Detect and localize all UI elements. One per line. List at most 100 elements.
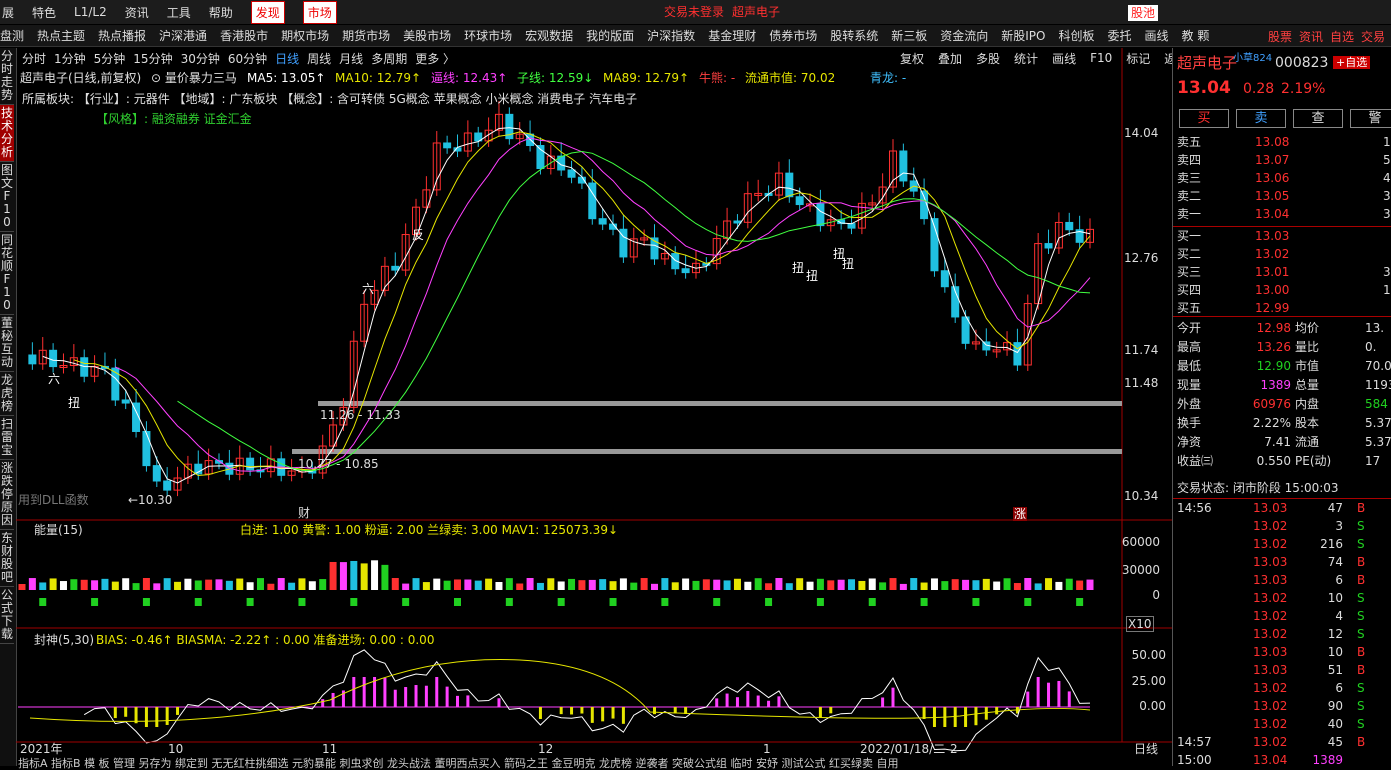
vol-bar <box>765 598 773 606</box>
vol-bar <box>246 582 254 590</box>
vol-bar <box>640 578 648 590</box>
period[interactable]: 5分钟 <box>93 51 126 66</box>
trade-side: B <box>1357 663 1366 677</box>
nav-item[interactable]: 基金理财 <box>708 29 757 43</box>
nav-item[interactable]: 美股市场 <box>403 29 452 43</box>
book-vol: 3 <box>1383 207 1391 221</box>
menu-item[interactable]: 发现 <box>250 0 285 24</box>
vol-bar <box>879 582 887 590</box>
nav-item[interactable]: 环球市场 <box>464 29 513 43</box>
trade-button[interactable]: 买 <box>1179 109 1229 128</box>
nav-item[interactable]: 热点播报 <box>98 29 147 43</box>
trade-button[interactable]: 卖 <box>1236 109 1286 128</box>
period[interactable]: 月线 <box>339 51 364 66</box>
tool[interactable]: 统计 <box>1014 51 1039 66</box>
candle <box>743 193 752 223</box>
trade-price: 13.04 <box>1253 753 1288 767</box>
left-tab[interactable]: 技术分析 <box>0 105 14 162</box>
candle <box>816 203 825 227</box>
period[interactable]: 1分钟 <box>54 51 86 66</box>
period[interactable]: 更多 〉 <box>415 51 456 66</box>
vol-bar <box>702 579 710 590</box>
period[interactable]: 日线 <box>275 51 300 66</box>
nav-item[interactable]: 债券市场 <box>769 29 818 43</box>
vol-bar <box>910 578 918 590</box>
bias-line <box>83 649 1091 752</box>
menu-item[interactable]: 帮助 <box>208 5 233 20</box>
left-tab[interactable]: 公式下载 <box>0 587 14 644</box>
trade-vol: 10 <box>1327 645 1343 659</box>
vol-bar <box>402 598 410 606</box>
nav-item[interactable]: 科创板 <box>1058 29 1095 43</box>
nav-item[interactable]: 盘测 <box>0 29 25 43</box>
menu-item[interactable]: 特色 <box>32 5 57 20</box>
left-tab[interactable]: 龙虎榜 <box>0 372 14 416</box>
nav-item[interactable]: 新股IPO <box>1001 29 1046 43</box>
vol-bar <box>568 578 576 590</box>
menu-item[interactable]: 市场 <box>302 0 337 24</box>
add-watch[interactable]: +自选 <box>1333 56 1371 69</box>
left-tab[interactable]: 图文F10 <box>0 162 14 232</box>
period[interactable]: 分时 <box>22 51 47 66</box>
tool[interactable]: 标记 <box>1126 51 1151 66</box>
nav-item[interactable]: 画线 <box>1144 29 1169 43</box>
sector-line: 所属板块: 【行业】: 元器件 【地域】: 广东板块 【概念】: 含可转债 5G… <box>22 92 638 106</box>
left-tab[interactable]: 同花顺F10 <box>0 232 14 315</box>
book-price: 12.99 <box>1255 301 1290 315</box>
period[interactable]: 15分钟 <box>133 51 173 66</box>
nav-item[interactable]: 委托 <box>1107 29 1132 43</box>
nav-item[interactable]: 沪深指数 <box>647 29 696 43</box>
tool[interactable]: 画线 <box>1052 51 1077 66</box>
book-price: 13.05 <box>1255 189 1290 203</box>
nav-item[interactable]: 教 颗 <box>1181 29 1210 43</box>
nav-item[interactable]: 香港股市 <box>220 29 269 43</box>
nav-item[interactable]: 宏观数据 <box>525 29 574 43</box>
nav-item[interactable]: 沪深港通 <box>159 29 208 43</box>
period[interactable]: 30分钟 <box>180 51 220 66</box>
left-tab[interactable]: 扫雷宝 <box>0 416 14 460</box>
left-tab[interactable]: 董秘互动 <box>0 315 14 372</box>
menu-item[interactable]: L1/L2 <box>74 5 107 19</box>
zone-label: 11.26 - 11.33 <box>320 408 401 422</box>
quote-panel: 超声电子 小草824 000823 +自选 13.04 0.28 2.19% 买卖查警卖五 13… <box>1172 48 1391 766</box>
stat-value: 13. <box>1365 321 1385 335</box>
nav-item[interactable]: 热点主题 <box>37 29 86 43</box>
vol-bar <box>899 583 907 590</box>
tool[interactable]: 复权 <box>900 51 925 66</box>
vol-bar <box>599 579 607 590</box>
indicator: 逼线: 12.43↑ <box>431 71 508 85</box>
book-price: 13.03 <box>1255 229 1290 243</box>
nav-item[interactable]: 资金流向 <box>940 29 989 43</box>
nav-item[interactable]: 我的版面 <box>586 29 635 43</box>
menu-item[interactable]: 资讯 <box>124 5 149 20</box>
nav-item[interactable]: 股转系统 <box>830 29 879 43</box>
vol-bar <box>132 583 140 590</box>
period[interactable]: 多周期 <box>371 51 408 66</box>
nav-item[interactable]: 新三板 <box>891 29 928 43</box>
stat-label: 最高 <box>1177 340 1202 354</box>
period[interactable]: 周线 <box>307 51 332 66</box>
menu-item[interactable]: 展 <box>2 5 15 20</box>
tool[interactable]: 叠加 <box>938 51 963 66</box>
nav-item[interactable]: 期权市场 <box>281 29 330 43</box>
vol-bar <box>1024 598 1032 606</box>
left-tab[interactable]: 东财股吧 <box>0 530 14 587</box>
book-price: 13.08 <box>1255 135 1290 149</box>
tool[interactable]: 多股 <box>976 51 1001 66</box>
left-tab[interactable]: 涨跌停原因 <box>0 460 14 530</box>
vol-bar <box>402 583 410 590</box>
stat-label: 流通 <box>1295 435 1320 449</box>
vol-bar <box>723 580 731 590</box>
stock-pool: 股池 <box>1128 5 1159 21</box>
tool[interactable]: F10 <box>1090 51 1113 65</box>
vol-bar <box>142 578 150 590</box>
nav-item[interactable]: 期货市场 <box>342 29 391 43</box>
trade-button[interactable]: 查 <box>1293 109 1343 128</box>
left-tab[interactable]: 分时走势 <box>0 48 14 105</box>
vol-bar <box>464 579 472 590</box>
menu-item[interactable]: 工具 <box>166 5 191 20</box>
vol-bar <box>848 579 856 590</box>
period[interactable]: 60分钟 <box>227 51 268 66</box>
trade-vol: 12 <box>1327 627 1343 641</box>
trade-button[interactable]: 警 <box>1350 109 1391 128</box>
